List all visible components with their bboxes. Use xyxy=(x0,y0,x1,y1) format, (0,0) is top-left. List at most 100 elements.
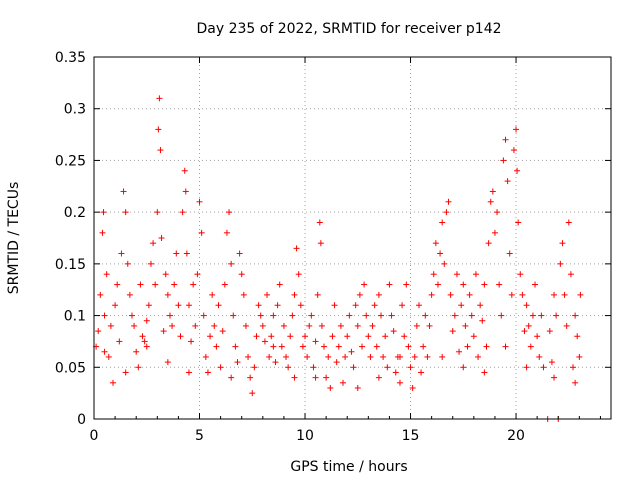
data-point xyxy=(188,338,195,345)
data-point xyxy=(462,322,469,329)
data-point xyxy=(415,302,422,309)
data-point xyxy=(126,291,133,298)
data-point xyxy=(181,167,188,174)
data-point xyxy=(491,229,498,236)
data-point xyxy=(451,312,458,319)
data-point xyxy=(137,281,144,288)
data-point xyxy=(147,260,154,267)
data-point xyxy=(498,312,505,319)
data-point xyxy=(485,240,492,247)
data-point xyxy=(226,209,233,216)
data-point xyxy=(342,353,349,360)
ticks-layer: 0 0.05 0.1 0.15 0.2 0.25 0.3 0.35 0 5 10 15 20 xyxy=(55,50,611,444)
data-point xyxy=(453,271,460,278)
data-point xyxy=(477,302,484,309)
data-point xyxy=(565,219,572,226)
data-point xyxy=(519,291,526,298)
data-point xyxy=(386,281,393,288)
data-point xyxy=(396,379,403,386)
data-point xyxy=(439,219,446,226)
data-point xyxy=(287,333,294,340)
data-point xyxy=(118,250,125,257)
data-point xyxy=(185,369,192,376)
data-point xyxy=(494,209,501,216)
data-point xyxy=(259,322,266,329)
data-point xyxy=(335,343,342,350)
data-point xyxy=(337,322,344,329)
data-point xyxy=(143,343,150,350)
data-point xyxy=(553,312,560,319)
data-point xyxy=(321,343,328,350)
data-point xyxy=(236,250,243,257)
data-point xyxy=(183,250,190,257)
data-point xyxy=(574,333,581,340)
data-point xyxy=(156,95,163,102)
data-point xyxy=(109,379,116,386)
data-point xyxy=(145,302,152,309)
data-point xyxy=(230,312,237,319)
data-point xyxy=(251,364,258,371)
data-point xyxy=(299,343,306,350)
data-point xyxy=(112,302,119,309)
data-point xyxy=(373,343,380,350)
data-point xyxy=(182,188,189,195)
data-point xyxy=(261,338,268,345)
data-point xyxy=(164,359,171,366)
data-point xyxy=(228,374,235,381)
data-point xyxy=(445,198,452,205)
data-point xyxy=(514,167,521,174)
data-point xyxy=(310,364,317,371)
data-point xyxy=(164,291,171,298)
data-point xyxy=(215,302,222,309)
data-point xyxy=(331,302,338,309)
data-point xyxy=(559,240,566,247)
data-point xyxy=(171,281,178,288)
data-point xyxy=(143,317,150,324)
data-point xyxy=(413,322,420,329)
data-point xyxy=(255,302,262,309)
data-point xyxy=(411,353,418,360)
data-point xyxy=(508,291,515,298)
grid-layer xyxy=(94,57,611,419)
data-point xyxy=(521,328,528,335)
data-point xyxy=(551,374,558,381)
data-point xyxy=(340,379,347,386)
data-point xyxy=(403,281,410,288)
data-point xyxy=(114,281,121,288)
data-point xyxy=(523,364,530,371)
data-point xyxy=(122,369,129,376)
data-point xyxy=(401,333,408,340)
data-point xyxy=(515,219,522,226)
data-point xyxy=(352,302,359,309)
data-point xyxy=(317,240,324,247)
data-point xyxy=(312,374,319,381)
data-point xyxy=(382,333,389,340)
data-point xyxy=(219,328,226,335)
data-point xyxy=(377,312,384,319)
data-point xyxy=(375,374,382,381)
data-point xyxy=(249,390,256,397)
data-point xyxy=(375,291,382,298)
data-point xyxy=(367,353,374,360)
data-point xyxy=(253,333,260,340)
data-point xyxy=(242,322,249,329)
data-point xyxy=(428,291,435,298)
data-point xyxy=(116,338,123,345)
data-point xyxy=(272,359,279,366)
data-point xyxy=(185,302,192,309)
y-tick-label: 0.2 xyxy=(64,205,86,221)
data-point xyxy=(534,333,541,340)
data-point xyxy=(162,271,169,278)
data-point xyxy=(483,343,490,350)
x-axis-label: GPS time / hours xyxy=(290,459,407,475)
data-point xyxy=(107,322,114,329)
data-point xyxy=(133,348,140,355)
data-point xyxy=(166,312,173,319)
data-point xyxy=(204,369,211,376)
y-tick-label: 0 xyxy=(77,412,86,428)
data-point xyxy=(430,271,437,278)
data-point xyxy=(346,312,353,319)
y-tick-label: 0.25 xyxy=(55,153,86,169)
data-point xyxy=(344,333,351,340)
